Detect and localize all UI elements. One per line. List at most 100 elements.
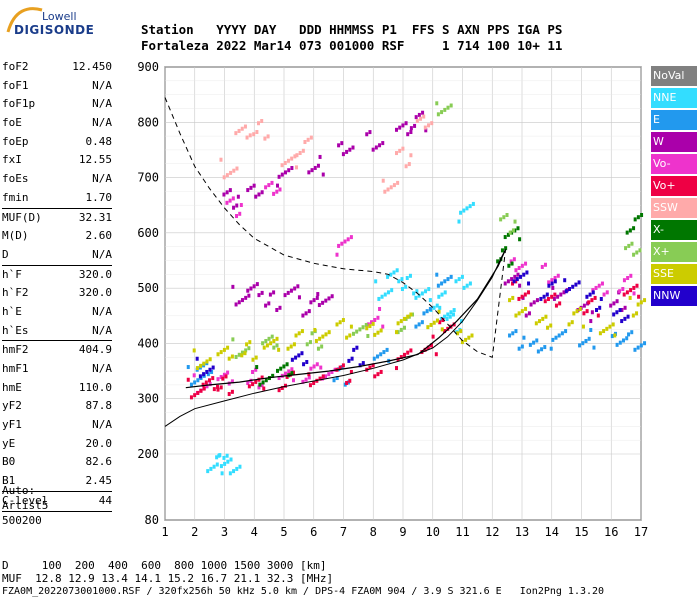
- param-name: hmF2: [2, 343, 29, 357]
- data-point-e: [372, 356, 376, 361]
- data-point-sse: [297, 331, 301, 336]
- data-point-sse: [605, 326, 609, 331]
- data-point-nne: [209, 466, 213, 471]
- data-point-e: [425, 309, 429, 314]
- data-point-vo-: [272, 191, 276, 196]
- data-point-sse: [379, 328, 383, 333]
- data-point-vo-: [205, 384, 209, 389]
- data-point-x+: [436, 112, 440, 117]
- data-point-vo+: [426, 345, 430, 350]
- data-point-x-: [290, 371, 294, 376]
- x-tick-label: 16: [604, 525, 618, 539]
- param-name: fxI: [2, 153, 22, 167]
- data-point-x+: [310, 331, 314, 336]
- data-point-nnw: [595, 308, 598, 312]
- data-point-nnw: [515, 277, 519, 282]
- header-values: Fortaleza 2022 Mar14 073 001000 RSF 1 71…: [141, 38, 563, 53]
- data-point-vo+: [227, 392, 231, 397]
- param-name: foF1: [2, 78, 29, 92]
- data-point-x-: [506, 232, 510, 237]
- data-point-nnw: [297, 353, 301, 358]
- param-name: M(D): [2, 229, 29, 243]
- data-point-sse: [376, 330, 380, 335]
- x-tick-label: 10: [426, 525, 440, 539]
- data-point-nnw: [564, 289, 568, 294]
- data-point-sse: [222, 347, 226, 352]
- data-point-vo-: [622, 278, 626, 283]
- data-point-w: [289, 288, 293, 293]
- data-point-sse: [318, 336, 322, 341]
- data-point-x-: [258, 382, 262, 387]
- data-point-vo-: [378, 306, 382, 311]
- data-point-vo-: [246, 381, 250, 385]
- data-point-w: [246, 288, 250, 293]
- data-point-nne: [424, 289, 428, 294]
- data-point-nne: [462, 208, 466, 213]
- data-point-nnw: [352, 347, 356, 352]
- data-point-w: [609, 303, 613, 308]
- data-point-x+: [499, 217, 503, 222]
- data-point-sse: [511, 295, 515, 300]
- data-point-vo+: [321, 374, 325, 379]
- data-point-vo+: [514, 279, 518, 284]
- data-point-e: [196, 378, 200, 383]
- data-point-ssw: [398, 148, 402, 153]
- x-tick-label: 17: [634, 525, 648, 539]
- param-name: foE: [2, 116, 22, 130]
- param-row: foE N/A: [2, 114, 112, 133]
- data-point-nnw: [300, 351, 304, 356]
- data-point-sse: [631, 313, 635, 318]
- data-point-w: [309, 300, 313, 305]
- data-point-sse: [371, 321, 375, 326]
- data-point-e: [610, 334, 614, 339]
- data-point-vo+: [216, 387, 220, 392]
- legend-item: SSW: [651, 198, 697, 220]
- param-value: N/A: [92, 97, 112, 111]
- x-tick-label: 8: [370, 525, 377, 539]
- data-point-w: [307, 309, 311, 314]
- data-point-ssw: [222, 175, 226, 180]
- data-point-w: [277, 174, 281, 179]
- data-point-sse: [345, 335, 349, 340]
- param-value: N/A: [92, 304, 112, 318]
- data-point-vo+: [260, 375, 264, 380]
- logo-digisonde: DIGISONDE: [14, 23, 95, 37]
- data-point-nnw: [358, 363, 362, 368]
- data-point-w: [381, 141, 385, 146]
- data-point-vo+: [349, 369, 353, 374]
- data-point-x+: [361, 325, 365, 330]
- data-point-vo-: [301, 379, 305, 384]
- data-point-vo-: [330, 369, 334, 374]
- data-point-nnw: [350, 356, 354, 361]
- data-point-vo+: [443, 329, 447, 334]
- legend-item: E: [651, 110, 697, 132]
- data-point-nne: [446, 312, 450, 317]
- param-row: foF2 12.450: [2, 58, 112, 77]
- param-value: 87.8: [85, 399, 113, 413]
- data-point-vo+: [199, 388, 203, 393]
- data-point-nne: [449, 310, 453, 315]
- data-point-w: [327, 296, 331, 301]
- data-point-w: [249, 286, 253, 291]
- data-point-nnw: [347, 358, 351, 363]
- data-point-vo-: [239, 203, 243, 208]
- data-point-x+: [449, 103, 453, 108]
- header-labels: Station YYYY DAY DDD HHMMSS P1 FFS S AXN…: [141, 22, 563, 37]
- data-point-vo-: [292, 378, 295, 383]
- data-point-w: [341, 152, 345, 157]
- data-point-nne: [397, 279, 401, 284]
- data-point-x-: [504, 246, 508, 251]
- x-tick-label: 14: [545, 525, 559, 539]
- y-tick-label: 80: [145, 513, 159, 527]
- data-point-x-: [640, 213, 644, 217]
- data-point-vo+: [341, 363, 345, 368]
- data-point-nne: [377, 296, 381, 301]
- data-point-e: [633, 347, 637, 352]
- data-point-w: [246, 188, 250, 193]
- param-name: h`Es: [2, 323, 29, 337]
- data-point-sse: [294, 333, 298, 338]
- data-point-x-: [507, 263, 511, 268]
- data-point-e: [581, 341, 585, 346]
- data-point-nne: [415, 289, 419, 294]
- data-point-w: [348, 147, 352, 152]
